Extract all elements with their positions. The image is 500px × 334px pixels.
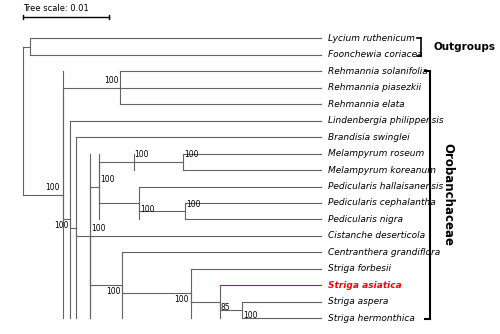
Text: Lindenbergia philippensis: Lindenbergia philippensis	[328, 116, 444, 125]
Text: 100: 100	[91, 224, 106, 233]
Text: 100: 100	[140, 205, 155, 213]
Text: Striga forbesii: Striga forbesii	[328, 264, 392, 273]
Text: 100: 100	[46, 183, 60, 192]
Text: 100: 100	[104, 76, 118, 86]
Text: 100: 100	[244, 312, 258, 321]
Text: Foonchewia coriacea: Foonchewia coriacea	[328, 50, 423, 59]
Text: Outgroups: Outgroups	[434, 42, 496, 52]
Text: Lycium ruthenicum: Lycium ruthenicum	[328, 34, 416, 43]
Text: 100: 100	[186, 200, 201, 209]
Text: Striga hermonthica: Striga hermonthica	[328, 314, 416, 323]
Text: Brandisia swinglei: Brandisia swinglei	[328, 133, 410, 142]
Text: Tree scale: 0.01: Tree scale: 0.01	[23, 4, 88, 12]
Text: Melampyrum koreanum: Melampyrum koreanum	[328, 166, 436, 175]
Text: 100: 100	[100, 175, 115, 184]
Text: Striga asiatica: Striga asiatica	[328, 281, 402, 290]
Text: 100: 100	[54, 221, 68, 230]
Text: Cistanche deserticola: Cistanche deserticola	[328, 231, 426, 240]
Text: Orobanchaceae: Orobanchaceae	[442, 143, 454, 246]
Text: Pedicularis hallaisanensis: Pedicularis hallaisanensis	[328, 182, 444, 191]
Text: 100: 100	[174, 295, 189, 304]
Text: Rehmannia elata: Rehmannia elata	[328, 100, 405, 109]
Text: 100: 100	[106, 287, 120, 296]
Text: Pedicularis nigra: Pedicularis nigra	[328, 215, 404, 224]
Text: 100: 100	[184, 150, 199, 159]
Text: Rehmannia solanifolia: Rehmannia solanifolia	[328, 67, 428, 76]
Text: 85: 85	[220, 303, 230, 312]
Text: 100: 100	[134, 150, 149, 159]
Text: Striga aspera: Striga aspera	[328, 297, 389, 306]
Text: Melampyrum roseum: Melampyrum roseum	[328, 149, 424, 158]
Text: Pedicularis cephalantha: Pedicularis cephalantha	[328, 198, 436, 207]
Text: Centranthera grandiflora: Centranthera grandiflora	[328, 248, 440, 257]
Text: Rehmannia piasezkii: Rehmannia piasezkii	[328, 83, 422, 92]
